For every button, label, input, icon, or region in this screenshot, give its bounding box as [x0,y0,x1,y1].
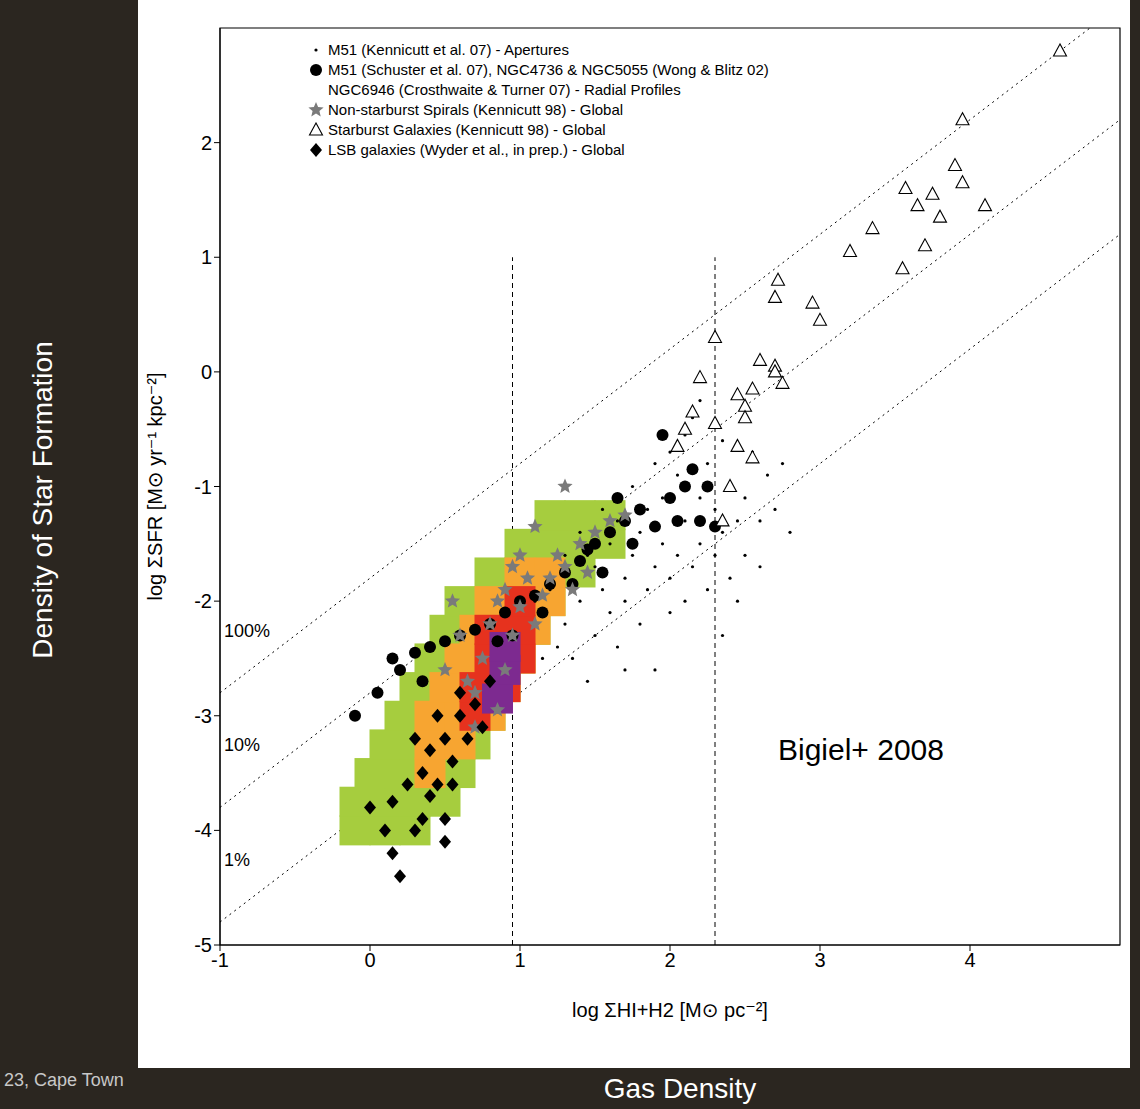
svg-text:1%: 1% [224,850,250,870]
html-text:Non-starburst Spirals (Kennicu: Non-starburst Spirals (Kennicutt 98) - G… [328,101,624,118]
svg-text:2: 2 [201,132,212,154]
svg-text:10%: 10% [224,735,260,755]
svg-text:100%: 100% [224,621,270,641]
svg-text:log ΣSFR [M⊙ yr⁻¹ kpc⁻²]: log ΣSFR [M⊙ yr⁻¹ kpc⁻²] [144,372,166,600]
html-text:LSB galaxies (Wyder et al., in: LSB galaxies (Wyder et al., in prep.) - … [328,141,625,158]
svg-text:Gas Density: Gas Density [604,1073,757,1104]
svg-text:-1: -1 [194,476,212,498]
svg-text:3: 3 [814,949,825,971]
svg-text:-4: -4 [194,819,212,841]
svg-text:0: 0 [364,949,375,971]
svg-text:2: 2 [664,949,675,971]
svg-text:Density of Star Formation: Density of Star Formation [27,341,58,658]
html-text:Starburst Galaxies (Kennicutt: Starburst Galaxies (Kennicutt 98) - Glob… [328,121,606,138]
svg-text:1: 1 [201,246,212,268]
svg-text:Bigiel+ 2008: Bigiel+ 2008 [778,733,944,766]
svg-text:log ΣHI+H2 [M⊙ pc⁻²]: log ΣHI+H2 [M⊙ pc⁻²] [572,999,768,1021]
svg-text:0: 0 [201,361,212,383]
svg-text:23, Cape Town: 23, Cape Town [4,1070,124,1090]
svg-text:-5: -5 [194,934,212,956]
svg-text:-3: -3 [194,705,212,727]
html-text:M51 (Schuster et al. 07), NGC4: M51 (Schuster et al. 07), NGC4736 & NGC5… [328,61,769,98]
svg-text:4: 4 [964,949,975,971]
html-text:M51 (Kennicutt et al. 07) - Ap: M51 (Kennicutt et al. 07) - Apertures [328,41,569,58]
svg-text:-2: -2 [194,590,212,612]
svg-text:1: 1 [514,949,525,971]
svg-text:-1: -1 [211,949,229,971]
